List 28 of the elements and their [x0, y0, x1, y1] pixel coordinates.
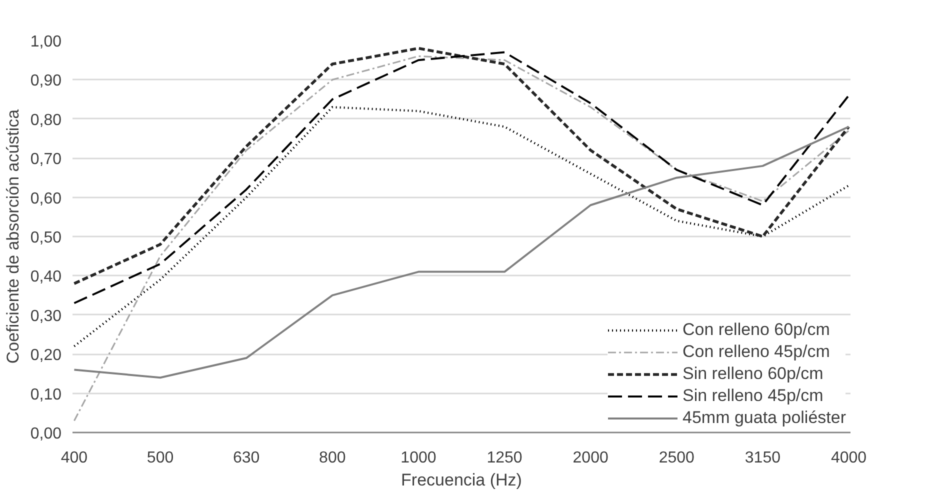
y-tick-label: 0,30: [30, 308, 62, 325]
legend-label: Sin relleno 45p/cm: [682, 386, 824, 406]
y-tick-label: 0,20: [30, 347, 62, 364]
legend-label: 45mm guata poliéster: [682, 408, 846, 428]
x-tick-label: 800: [319, 450, 346, 466]
legend-label: Con relleno 60p/cm: [682, 320, 830, 340]
y-tick-label: 0,80: [30, 112, 62, 129]
y-tick-label: 0,60: [30, 190, 62, 208]
y-tick-label: 0,50: [30, 230, 62, 246]
x-tick-label: 1250: [486, 450, 522, 466]
x-tick-label: 2500: [658, 450, 695, 466]
x-tick-label: 400: [60, 450, 88, 466]
x-tick-label: 3150: [744, 450, 781, 466]
x-tick-label: 630: [232, 450, 260, 466]
x-tick-label: 500: [146, 450, 174, 466]
x-tick-label: 4000: [830, 450, 867, 466]
y-tick-label: 0,90: [30, 72, 62, 90]
y-tick-label: 0,00: [30, 426, 62, 442]
y-tick-label: 1,00: [30, 34, 62, 50]
y-axis-title: Coeficiente de absorción acústica: [3, 108, 22, 364]
legend-label: Con relleno 45p/cm: [682, 342, 830, 362]
legend-label: Sin relleno 60p/cm: [682, 364, 824, 384]
y-tick-label: 0,70: [30, 151, 62, 168]
x-tick-label: 1000: [400, 450, 436, 466]
x-axis-title: Frecuencia (Hz): [401, 470, 522, 490]
y-tick-label: 0,40: [30, 268, 62, 286]
x-tick-label: 2000: [572, 450, 608, 466]
y-tick-label: 0,10: [30, 386, 62, 404]
